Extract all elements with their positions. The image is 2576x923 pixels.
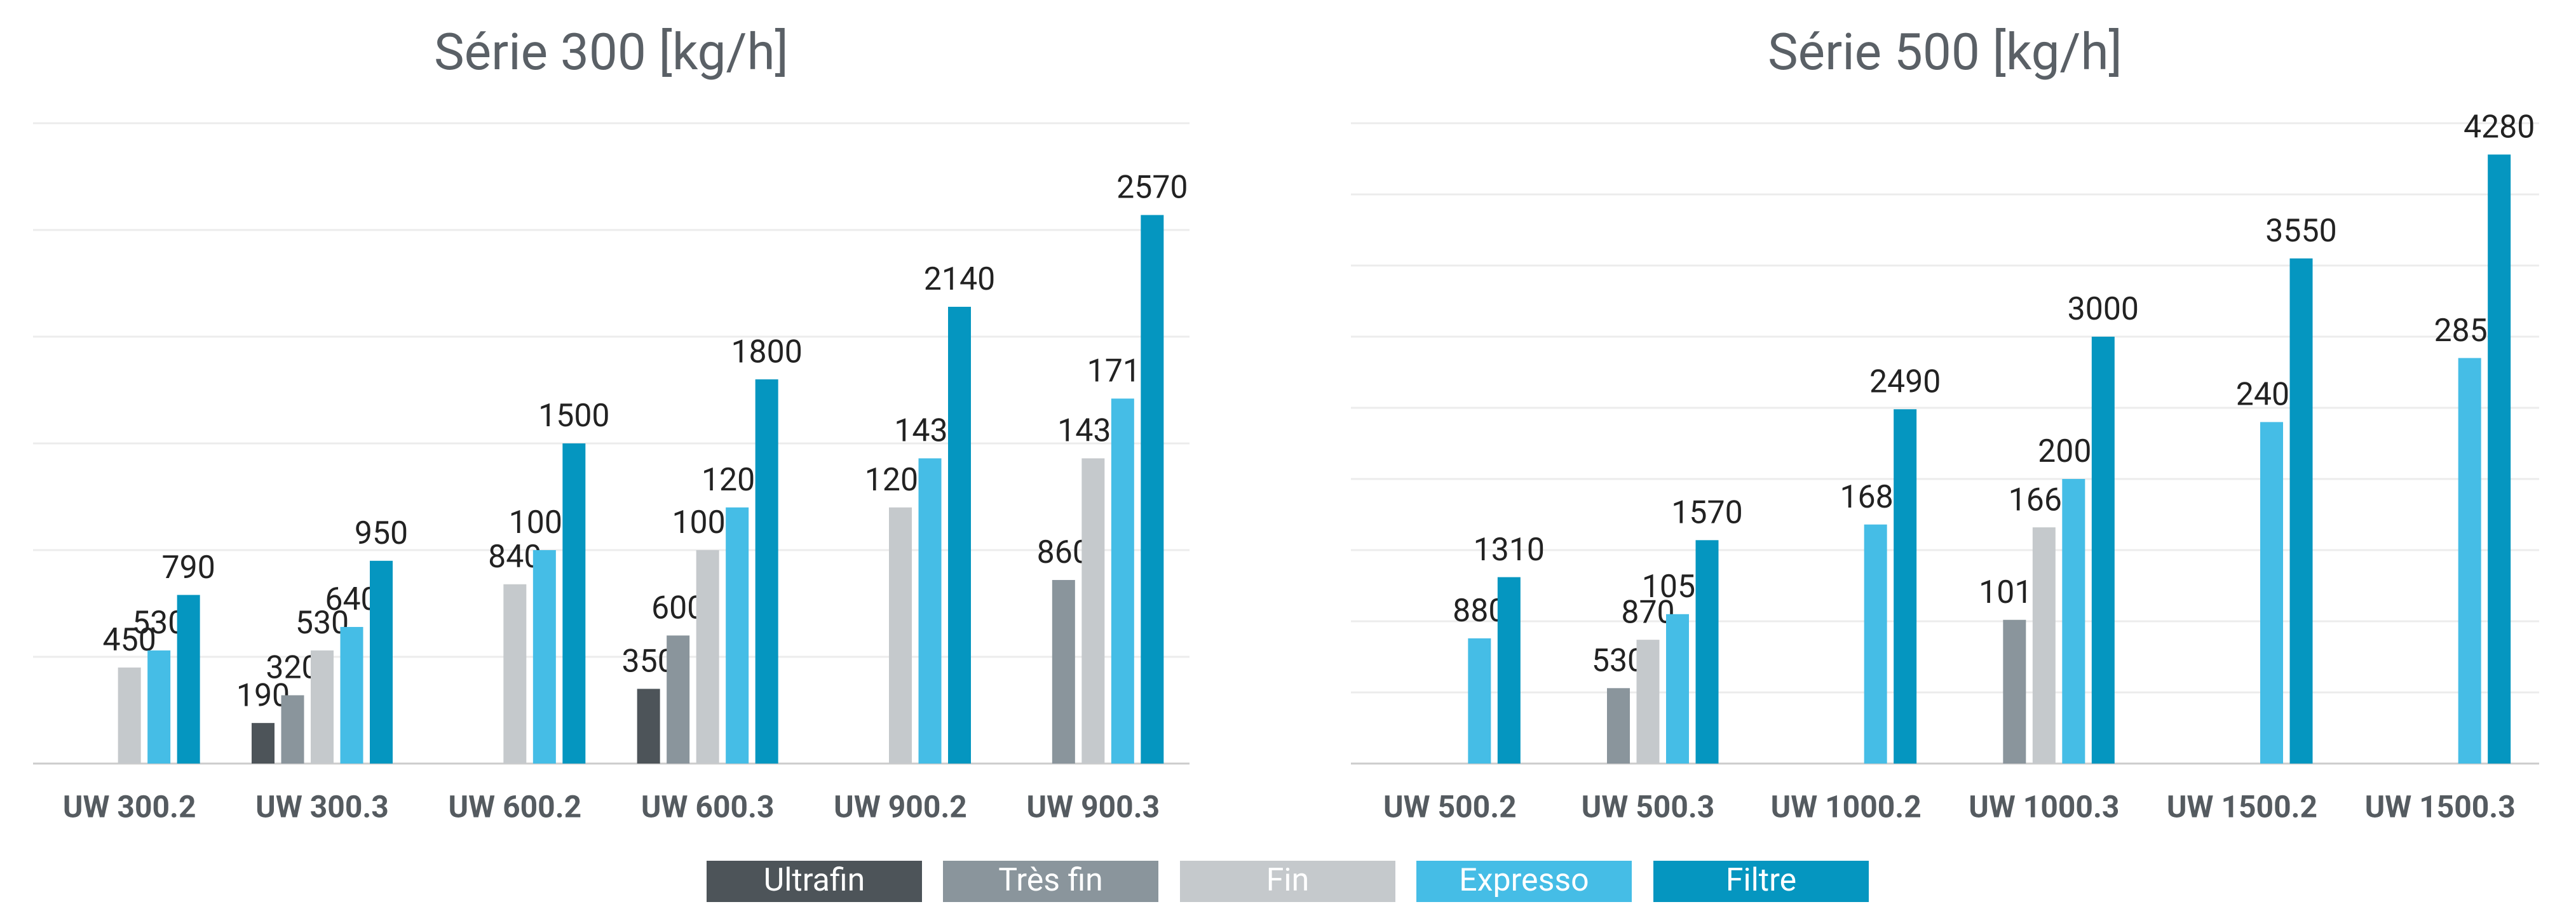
bar [311, 650, 334, 764]
value-label: 450 [103, 622, 156, 659]
value-label: 530 [132, 605, 186, 642]
x-tick-label: UW 300.2 [63, 789, 196, 825]
bar [252, 723, 275, 764]
value-label: 640 [325, 581, 378, 618]
bar [370, 560, 393, 764]
chart-title: Série 300 [kg/h] [434, 22, 789, 82]
bar [503, 584, 527, 764]
x-tick-label: UW 1500.3 [2365, 789, 2516, 825]
bar [918, 458, 942, 764]
bar [562, 443, 586, 764]
bar [2003, 619, 2026, 764]
bar [1111, 398, 1134, 764]
legend-swatch [943, 861, 1158, 902]
bar [1864, 524, 1887, 764]
value-label: 2490 [1869, 363, 1941, 400]
value-label: 3000 [2068, 291, 2139, 328]
bar [1141, 215, 1164, 764]
value-label: 530 [1592, 642, 1645, 679]
value-label: 1800 [731, 333, 802, 370]
bar [2488, 154, 2511, 764]
x-tick-label: UW 900.2 [834, 789, 967, 825]
bar [340, 626, 363, 764]
bar [948, 306, 971, 764]
x-tick-label: UW 900.3 [1027, 789, 1160, 825]
value-label: 880 [1453, 593, 1506, 630]
bar [637, 689, 660, 764]
bar [1052, 580, 1075, 764]
legend-label: Fin [1266, 862, 1309, 899]
bar [2062, 479, 2085, 764]
value-label: 1500 [538, 398, 609, 435]
x-tick-label: UW 600.2 [449, 789, 582, 825]
value-label: 4280 [2464, 109, 2535, 145]
bar [726, 507, 749, 764]
bar [755, 379, 778, 764]
value-label: 860 [1037, 534, 1090, 571]
value-label: 950 [355, 515, 408, 552]
bar [2289, 258, 2313, 764]
bar [1894, 409, 1917, 764]
value-label: 350 [622, 643, 675, 680]
bar [2091, 337, 2115, 764]
legend-swatch [1653, 861, 1869, 902]
bar [1666, 614, 1689, 764]
bar [177, 595, 200, 764]
bar [1636, 640, 1660, 764]
value-label: 790 [162, 549, 215, 586]
bar [667, 635, 690, 764]
value-label: 190 [236, 677, 290, 714]
x-tick-label: UW 1000.3 [1969, 789, 2119, 825]
bar [281, 695, 304, 764]
bar [532, 550, 556, 764]
bar [147, 650, 171, 764]
value-label: 320 [266, 650, 319, 687]
legend-label: Expresso [1459, 862, 1589, 899]
x-tick-label: UW 500.3 [1582, 789, 1715, 825]
x-tick-label: UW 1000.2 [1771, 789, 1922, 825]
x-tick-label: UW 600.3 [641, 789, 775, 825]
value-label: 870 [1621, 594, 1674, 631]
legend-label: Très fin [998, 862, 1103, 899]
bar [2458, 358, 2481, 764]
value-label: 2570 [1116, 170, 1188, 206]
bar [889, 507, 912, 764]
value-label: 1570 [1671, 495, 1742, 532]
bar [1607, 688, 1630, 764]
bar [1497, 577, 1521, 764]
value-label: 2140 [924, 261, 995, 298]
chart-title: Série 500 [kg/h] [1768, 22, 2122, 82]
legend-swatch [1180, 861, 1395, 902]
bar [118, 667, 141, 764]
x-tick-label: UW 300.3 [255, 789, 389, 825]
x-tick-label: UW 500.2 [1383, 789, 1517, 825]
bar [2032, 527, 2056, 764]
bar [696, 550, 719, 764]
bar [2260, 422, 2283, 764]
bar [1081, 458, 1105, 764]
value-label: 1310 [1474, 532, 1545, 569]
x-tick-label: UW 1500.2 [2167, 789, 2317, 825]
value-label: 600 [651, 590, 705, 627]
value-label: 3550 [2265, 213, 2336, 250]
value-label: 840 [488, 539, 541, 576]
legend-swatch [1416, 861, 1632, 902]
legend-label: Ultrafin [764, 862, 865, 899]
legend-swatch [707, 861, 922, 902]
bar [1468, 638, 1491, 764]
bar [1695, 540, 1719, 764]
legend-label: Filtre [1726, 862, 1796, 899]
value-label: 530 [295, 605, 349, 642]
